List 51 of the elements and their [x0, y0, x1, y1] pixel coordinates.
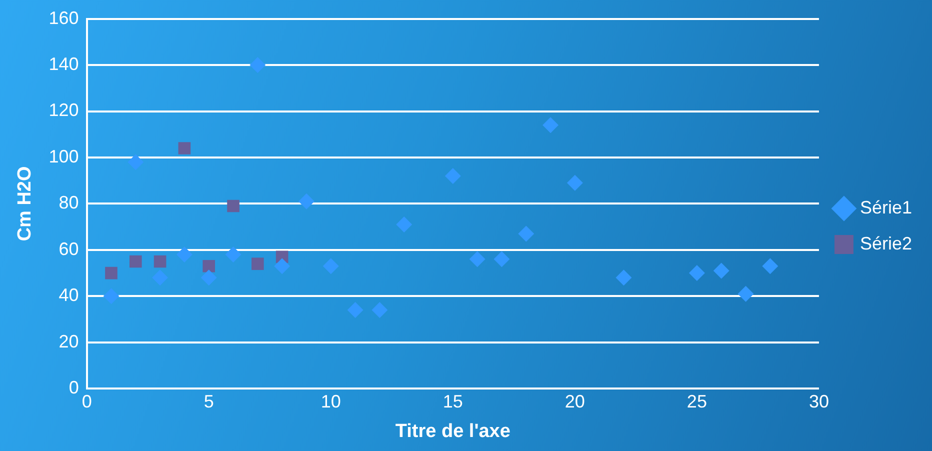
y-tick-label: 80: [58, 192, 79, 213]
x-tick-label: 10: [320, 391, 341, 412]
x-axis-title: Titre de l'axe: [395, 420, 510, 442]
legend-label: Série1: [860, 197, 912, 218]
point: [713, 262, 730, 279]
point: [762, 258, 778, 274]
point: [103, 288, 120, 304]
y-tick-label: 140: [48, 54, 79, 74]
point: [372, 302, 388, 318]
point: [469, 251, 486, 268]
y-tick-label: 0: [68, 378, 79, 398]
point: [176, 246, 192, 263]
point: [518, 226, 534, 242]
point: [494, 251, 510, 268]
point: [202, 260, 216, 272]
point: [154, 255, 166, 268]
point: [250, 57, 266, 74]
point: [227, 200, 240, 212]
y-tick-label: 40: [58, 285, 79, 306]
point: [444, 168, 461, 184]
point: [616, 270, 632, 286]
y-tick-label: 160: [48, 8, 79, 28]
y-axis-title: Cm H2O: [14, 166, 36, 242]
point: [128, 154, 144, 170]
point: [105, 266, 118, 280]
point: [396, 216, 412, 232]
point: [200, 270, 217, 286]
x-tick-label: 25: [686, 391, 707, 412]
point: [688, 265, 705, 282]
x-tick-label: 15: [442, 391, 463, 412]
legend-label: Série2: [860, 233, 912, 254]
point: [252, 258, 264, 270]
x-tick-label: 30: [808, 391, 829, 412]
point: [566, 174, 583, 191]
point: [322, 258, 339, 274]
point: [129, 255, 142, 268]
point: [347, 302, 364, 318]
point: [178, 142, 191, 154]
y-tick-label: 20: [58, 331, 79, 352]
x-tick-label: 5: [204, 391, 214, 412]
point: [542, 117, 559, 134]
point: [152, 270, 168, 286]
x-tick-label: 20: [564, 391, 585, 412]
point: [274, 258, 290, 274]
point: [738, 286, 754, 302]
y-tick-label: 60: [58, 238, 79, 259]
y-tick-label: 120: [48, 100, 79, 120]
point: [225, 246, 242, 263]
point: [298, 193, 314, 210]
y-tick-label: 100: [48, 146, 79, 166]
x-tick-label: 0: [82, 391, 92, 412]
